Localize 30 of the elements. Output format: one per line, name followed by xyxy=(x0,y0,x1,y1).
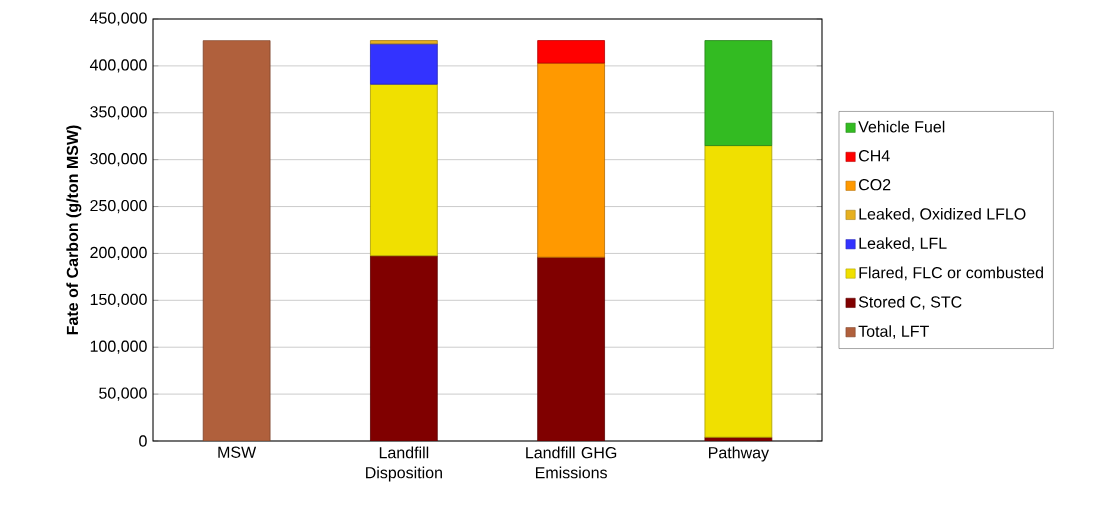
y-tick-label: 150,000 xyxy=(90,293,147,307)
x-tick-label: Landfill GHG Emissions xyxy=(526,446,617,479)
y-tick-label: 200,000 xyxy=(90,246,147,261)
y-tick-label: 100,000 xyxy=(90,340,147,354)
bar xyxy=(537,40,605,64)
bar xyxy=(704,40,773,146)
legend-label: Leaked, LFL xyxy=(859,237,947,251)
y-tick-label: 400,000 xyxy=(89,59,147,73)
legend-label: Stored C, STC xyxy=(858,295,962,310)
bar xyxy=(704,145,773,438)
bar xyxy=(370,40,438,45)
x-tick-label: Landfill Disposition xyxy=(366,446,442,482)
legend-label: CO2 xyxy=(859,179,891,191)
y-axis-title: Fate of Carbon (g/ton MSW) xyxy=(66,125,82,335)
y-tick-label: 50,000 xyxy=(99,387,147,401)
legend-label: Flared, FLC or combusted xyxy=(859,266,1043,281)
bar xyxy=(370,83,438,257)
y-tick-label: 250,000 xyxy=(90,199,147,214)
legend-label: Total, LFT xyxy=(858,325,929,339)
x-tick-label: Pathway xyxy=(709,446,770,462)
bar xyxy=(537,62,605,258)
legend-label: Leaked, Oxidized LFLO xyxy=(859,207,1026,222)
y-tick-label: 350,000 xyxy=(90,106,147,120)
legend-label: CH4 xyxy=(859,150,890,162)
x-tick-label: MSW xyxy=(218,446,257,458)
legend-label: Vehicle Fuel xyxy=(858,120,945,133)
bar xyxy=(370,43,438,85)
y-tick-label: 0 xyxy=(139,435,147,447)
y-tick-label: 300,000 xyxy=(90,153,147,167)
y-tick-label: 450,000 xyxy=(89,12,147,26)
